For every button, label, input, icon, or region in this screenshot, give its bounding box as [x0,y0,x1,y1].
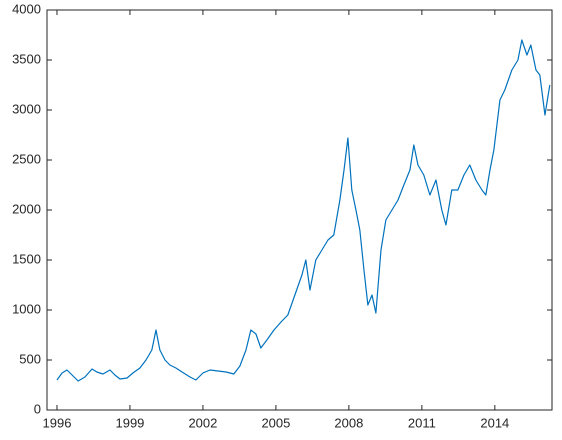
y-tick-label: 2000 [12,201,41,216]
x-tick-label: 2011 [408,415,436,430]
y-tick-label: 3500 [12,51,41,66]
x-tick-label: 2008 [334,415,363,430]
y-tick-label: 1500 [12,251,41,266]
x-tick-label: 1996 [43,415,72,430]
x-tick-label: 2005 [261,415,290,430]
y-tick-label: 1000 [12,301,41,316]
y-tick-label: 3000 [12,101,41,116]
y-tick-label: 2500 [12,151,41,166]
y-tick-label: 500 [19,351,41,366]
x-tick-label: 2014 [480,415,509,430]
y-tick-label: 4000 [12,1,41,16]
data-line [56,39,551,382]
y-tick-label: 0 [34,401,41,416]
x-tick-label: 1999 [115,415,144,430]
axes-box [46,9,553,411]
x-tick-label: 2002 [188,415,217,430]
